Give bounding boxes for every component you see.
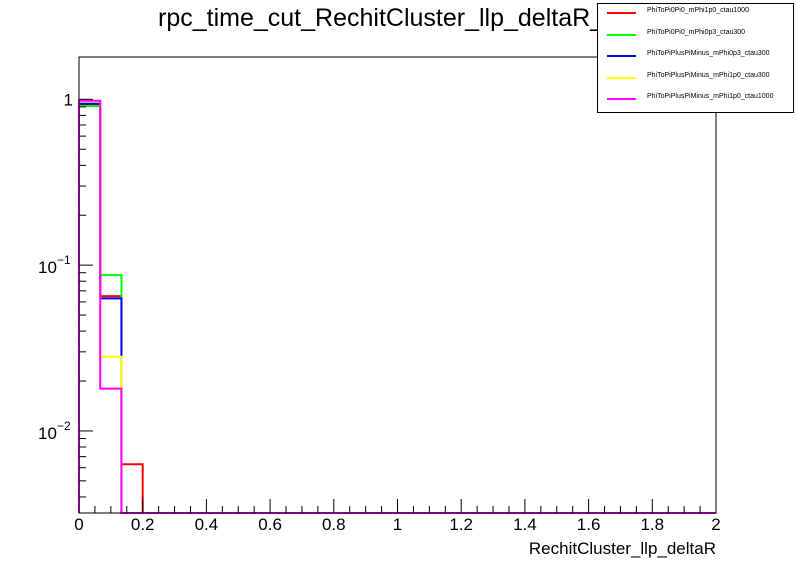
legend-swatch (607, 55, 636, 57)
y-tick-label: 10 (38, 424, 57, 443)
y-tick-exponent: −2 (57, 419, 71, 433)
series-line-3 (78, 100, 716, 514)
x-tick-label: 1.6 (577, 515, 601, 534)
series-layer (78, 99, 716, 514)
legend-entry: PhiToPi0Pi0_mPhi0p3_ctau300 (598, 26, 793, 44)
legend-label: PhiToPi0Pi0_mPhi0p3_ctau300 (647, 28, 746, 36)
series-line-4 (78, 99, 716, 514)
legend-label: PhiToPi0Pi0_mPhi1p0_ctau1000 (647, 7, 749, 14)
x-tick-label: 1.4 (513, 515, 537, 534)
x-tick-label: 0.2 (131, 515, 155, 534)
y-tick-exponent: −1 (57, 253, 71, 267)
legend: PhiToPi0Pi0_mPhi1p0_ctau1000 PhiToPi0Pi0_… (597, 3, 794, 113)
plot-frame (78, 56, 717, 514)
legend-label: PhiToPiPlusPiMinus_mPhi0p3_ctau300 (647, 50, 770, 57)
x-tick-label: 0.8 (322, 515, 346, 534)
series-line-2 (78, 102, 716, 514)
y-tick-label: 1 (64, 90, 73, 109)
y-tick-label: 10 (38, 258, 57, 277)
legend-entry: PhiToPiPlusPiMinus_mPhi1p0_ctau300 (598, 69, 793, 87)
legend-label: PhiToPiPlusPiMinus_mPhi1p0_ctau300 (647, 71, 770, 79)
chart-title: rpc_time_cut_RechitCluster_llp_deltaR_0 (158, 4, 618, 32)
x-tick-label: 1.2 (449, 515, 473, 534)
legend-swatch (607, 76, 636, 79)
legend-entry: PhiToPiPlusPiMinus_mPhi1p0_ctau1000 (598, 90, 793, 108)
legend-swatch (607, 12, 636, 14)
x-tick-label: 0.6 (258, 515, 282, 534)
x-tick-label: 1.8 (640, 515, 664, 534)
legend-swatch (607, 98, 636, 100)
x-tick-label: 0.4 (195, 515, 219, 534)
legend-swatch (607, 33, 636, 36)
series-line-1 (78, 105, 716, 514)
x-tick-label: 2 (711, 515, 720, 534)
x-axis-label: RechitCluster_llp_deltaR (529, 539, 716, 558)
legend-label: PhiToPiPlusPiMinus_mPhi1p0_ctau1000 (647, 93, 774, 100)
series-line-0 (78, 103, 716, 514)
legend-entry: PhiToPi0Pi0_mPhi1p0_ctau1000 (598, 4, 793, 22)
x-tick-label: 1 (393, 515, 402, 534)
x-tick-label: 0 (74, 515, 83, 534)
legend-entry: PhiToPiPlusPiMinus_mPhi0p3_ctau300 (598, 47, 793, 65)
